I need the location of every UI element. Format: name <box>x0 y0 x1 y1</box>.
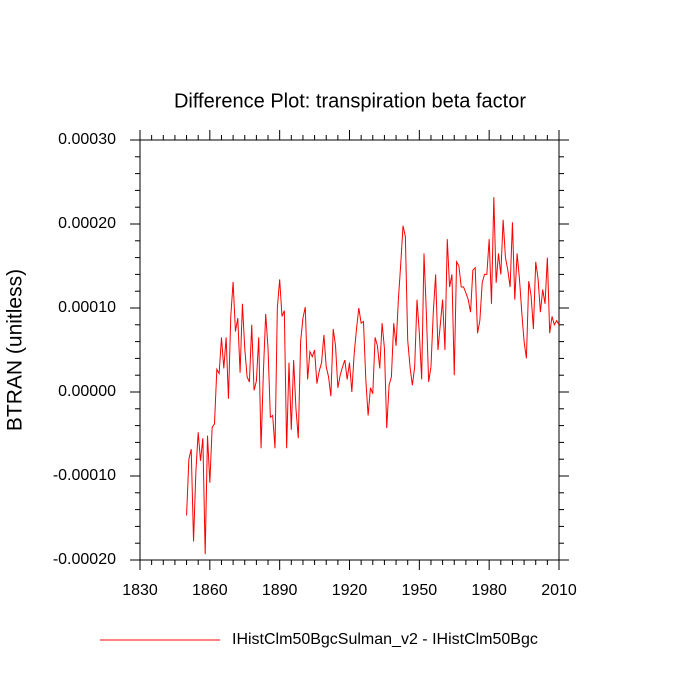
legend-label: IHistClm50BgcSulman_v2 - IHistClm50Bgc <box>232 631 538 648</box>
y-axis-label: BTRAN (unitless) <box>4 269 27 431</box>
x-tick-label: 1860 <box>192 582 228 599</box>
x-tick-label: 1890 <box>262 582 298 599</box>
plot-frame <box>139 139 560 561</box>
data-line <box>186 197 560 555</box>
y-tick-label: 0.00000 <box>58 383 116 400</box>
y-tick-label: -0.00010 <box>53 467 116 484</box>
y-tick-label: 0.00030 <box>58 131 116 148</box>
x-tick-label: 1950 <box>402 582 438 599</box>
x-tick-label: 1920 <box>332 582 368 599</box>
x-tick-label: 1830 <box>122 582 158 599</box>
x-tick-label: 1980 <box>471 582 507 599</box>
chart-title: Difference Plot: transpiration beta fact… <box>174 90 526 112</box>
y-tick-label: -0.00020 <box>53 551 116 568</box>
y-tick-label: 0.00020 <box>58 215 116 232</box>
x-tick-label: 2010 <box>541 582 577 599</box>
y-tick-label: 0.00010 <box>58 299 116 316</box>
